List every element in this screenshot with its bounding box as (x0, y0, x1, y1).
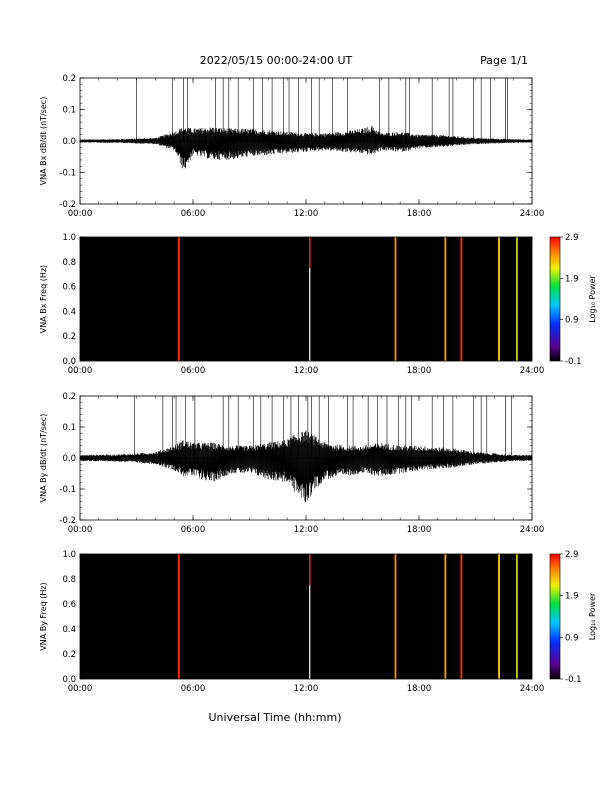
panel-4: 2.9 1.9 0.9 -0.1 Log₁₀ Power 1.0 0.8 0.6 0.4 0.2 0… (39, 550, 597, 694)
x-tick-label: 24:00 (520, 525, 545, 535)
colorbar-tick-label: 2.9 (565, 233, 579, 243)
y-axis-label: VNA By dB/dt (nT/sec) (39, 414, 48, 503)
y-tick-label: 0.8 (62, 258, 76, 268)
spectrogram-background (80, 237, 532, 361)
x-tick-label: 24:00 (520, 366, 545, 376)
x-tick-label: 06:00 (181, 684, 206, 694)
colorbar-tick-label: 0.9 (565, 633, 579, 643)
y-tick-label: 0.0 (62, 454, 76, 464)
y-tick-label: 0.8 (62, 575, 76, 585)
y-tick-label: 0.2 (62, 392, 76, 402)
y-tick-label: 0.2 (62, 650, 76, 660)
y-tick-label: 0.6 (62, 600, 76, 610)
y-tick-label: 0.0 (62, 675, 76, 685)
x-tick-label: 00:00 (68, 684, 93, 694)
y-tick-label: 0.0 (62, 137, 76, 147)
y-tick-label: 0.0 (62, 357, 76, 367)
y-tick-label: 0.2 (62, 74, 76, 84)
y-axis-label: VNA Bx dB/dt (nT/sec) (39, 97, 48, 186)
x-tick-label: 12:00 (294, 366, 319, 376)
y-tick-label: 0.1 (62, 423, 76, 433)
page-header-page: Page 1/1 (480, 54, 528, 67)
y-axis-label: VNA By Freq (Hz) (39, 582, 48, 650)
y-tick-label: 0.1 (62, 106, 76, 116)
spectrogram-background (80, 554, 532, 679)
x-tick-label: 24:00 (520, 684, 545, 694)
x-axis-title: Universal Time (hh:mm) (209, 711, 342, 724)
colorbar-tick-label: 0.9 (565, 316, 579, 326)
signal-trace (79, 430, 533, 503)
colorbar (549, 553, 561, 680)
x-tick-label: 06:00 (181, 525, 206, 535)
x-tick-label: 12:00 (294, 684, 319, 694)
y-tick-label: 0.4 (62, 307, 76, 317)
x-tick-label: 00:00 (68, 525, 93, 535)
page-header-date: 2022/05/15 00:00-24:00 UT (200, 54, 353, 67)
x-tick-label: 00:00 (68, 366, 93, 376)
panel-1: 0.2 0.1 0.0 -0.1 -0.200:00 06:00 12:00 18:00 24:… (39, 74, 544, 219)
colorbar-label: Log₁₀ Power (588, 592, 597, 640)
y-tick-label: 0.2 (62, 332, 76, 342)
colorbar-tick-label: -0.1 (565, 357, 582, 367)
x-tick-label: 12:00 (294, 209, 319, 219)
colorbar-label: Log₁₀ Power (588, 275, 597, 323)
y-tick-label: 1.0 (62, 233, 76, 243)
y-tick-label: 0.6 (62, 283, 76, 293)
panel-2: 2.9 1.9 0.9 -0.1 Log₁₀ Power 1.0 0.8 0.6 0.4 0.2 0… (39, 233, 597, 376)
x-tick-label: 12:00 (294, 525, 319, 535)
x-tick-label: 18:00 (407, 366, 432, 376)
x-tick-label: 18:00 (407, 525, 432, 535)
y-tick-label: -0.2 (59, 200, 76, 210)
colorbar-tick-label: 1.9 (565, 592, 579, 602)
panels: 0.20.10.0-0.1-0.200:00 06:00 12:00 18:00 24:… (39, 74, 597, 694)
x-tick-label: 18:00 (407, 684, 432, 694)
colorbar (549, 236, 561, 362)
colorbar-tick-label: 2.9 (565, 550, 579, 560)
y-tick-label: -0.1 (59, 169, 76, 179)
y-tick-label: -0.2 (59, 516, 76, 526)
panel-3: 0.2 0.1 0.0 -0.1 -0.200:00 06:00 12:00 18:00 24:… (39, 392, 544, 535)
x-tick-label: 18:00 (407, 209, 432, 219)
y-tick-label: -0.1 (59, 485, 76, 495)
x-tick-label: 06:00 (181, 366, 206, 376)
x-tick-label: 06:00 (181, 209, 206, 219)
signal-trace (79, 126, 533, 169)
x-tick-label: 00:00 (68, 209, 93, 219)
colorbar-tick-label: -0.1 (565, 675, 582, 685)
y-tick-label: 0.4 (62, 625, 76, 635)
y-axis-label: VNA Bx Freq (Hz) (39, 265, 48, 333)
x-tick-label: 24:00 (520, 209, 545, 219)
y-tick-label: 1.0 (62, 550, 76, 560)
colorbar-tick-label: 1.9 (565, 274, 579, 284)
